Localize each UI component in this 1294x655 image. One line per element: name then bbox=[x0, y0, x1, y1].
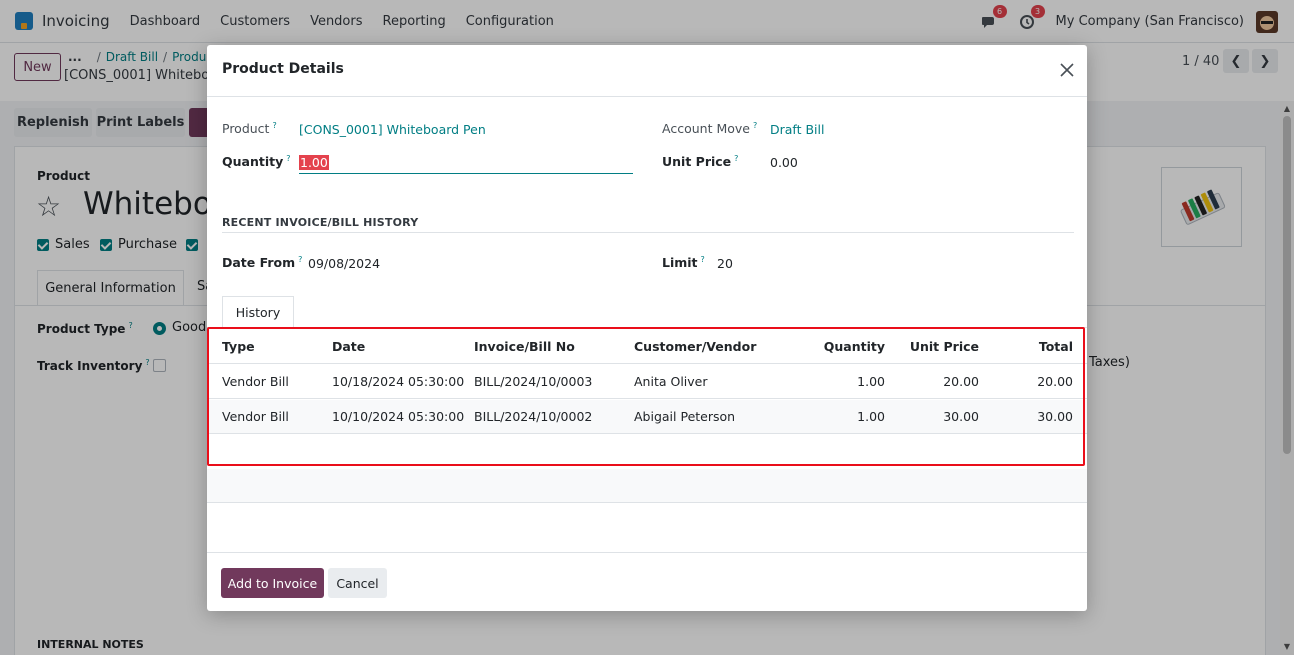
close-icon[interactable] bbox=[1058, 61, 1076, 79]
dialog-title: Product Details bbox=[222, 61, 344, 77]
activities-badge: 3 bbox=[1030, 4, 1045, 18]
star-icon[interactable]: ☆ bbox=[36, 190, 62, 223]
internal-notes-title: INTERNAL NOTES bbox=[37, 638, 144, 651]
cell-number: BILL/2024/10/0003 bbox=[474, 374, 593, 389]
cell-number: BILL/2024/10/0002 bbox=[474, 409, 593, 424]
product-details-dialog: Product Details Product? [CONS_0001] Whi… bbox=[207, 45, 1087, 611]
header-partner[interactable]: Customer/Vendor bbox=[634, 339, 757, 354]
breadcrumb-dots[interactable]: ... bbox=[68, 50, 82, 64]
add-to-invoice-button[interactable]: Add to Invoice bbox=[221, 568, 324, 598]
breadcrumb-separator: / bbox=[163, 50, 168, 64]
cell-quantity: 1.00 bbox=[857, 409, 885, 424]
tab-history[interactable]: History bbox=[222, 296, 294, 328]
purchase-checkbox[interactable] bbox=[100, 239, 112, 251]
menu-dashboard[interactable]: Dashboard bbox=[129, 13, 201, 29]
cell-partner: Anita Oliver bbox=[634, 374, 708, 389]
breadcrumb: ... / Draft Bill / Produc bbox=[68, 50, 213, 64]
product-type-radio[interactable] bbox=[153, 322, 166, 335]
header-quantity[interactable]: Quantity bbox=[823, 339, 885, 354]
top-navbar: Invoicing Dashboard Customers Vendors Re… bbox=[0, 0, 1294, 43]
breadcrumb-current: [CONS_0001] Whiteboard bbox=[64, 68, 231, 83]
account-move-value[interactable]: Draft Bill bbox=[770, 122, 825, 137]
user-avatar[interactable] bbox=[1256, 10, 1278, 33]
cancel-button[interactable]: Cancel bbox=[328, 568, 387, 598]
tab-general-information[interactable]: General Information bbox=[37, 270, 184, 306]
chevron-right-icon[interactable]: ❯ bbox=[1252, 49, 1278, 73]
cell-total: 30.00 bbox=[1037, 409, 1073, 424]
product-type-value: Goods bbox=[172, 320, 214, 335]
dialog-header: Product Details bbox=[207, 45, 1087, 97]
new-button[interactable]: New bbox=[14, 53, 61, 81]
table-row[interactable]: Vendor Bill 10/18/2024 05:30:00 BILL/202… bbox=[207, 365, 1087, 399]
table-empty-row bbox=[207, 469, 1087, 503]
cell-quantity: 1.00 bbox=[857, 374, 885, 389]
date-from-label: Date From? bbox=[222, 255, 303, 271]
scroll-down-icon[interactable]: ▼ bbox=[1283, 642, 1291, 651]
cell-unit-price: 20.00 bbox=[943, 374, 979, 389]
pen-set-icon bbox=[1180, 189, 1225, 225]
history-section-title: RECENT INVOICE/BILL HISTORY bbox=[222, 216, 419, 229]
cell-total: 20.00 bbox=[1037, 374, 1073, 389]
header-date[interactable]: Date bbox=[332, 339, 366, 354]
account-move-label: Account Move? bbox=[662, 121, 758, 137]
product-field-value[interactable]: [CONS_0001] Whiteboard Pen bbox=[299, 122, 486, 137]
date-from-value[interactable]: 09/08/2024 bbox=[308, 256, 381, 271]
scroll-up-icon[interactable]: ▲ bbox=[1283, 104, 1291, 113]
unit-price-label: Unit Price? bbox=[662, 154, 739, 170]
table-header-row: Type Date Invoice/Bill No Customer/Vendo… bbox=[207, 330, 1087, 364]
menu-customers[interactable]: Customers bbox=[220, 13, 291, 29]
messages-badge: 6 bbox=[992, 4, 1007, 18]
sales-label: Sales bbox=[55, 237, 90, 252]
more-actions-button[interactable] bbox=[189, 108, 209, 137]
limit-label: Limit? bbox=[662, 255, 705, 271]
product-name[interactable]: Whiteboa bbox=[83, 186, 231, 222]
header-type[interactable]: Type bbox=[222, 339, 255, 354]
track-inventory-checkbox[interactable] bbox=[153, 359, 166, 372]
header-total[interactable]: Total bbox=[1038, 339, 1073, 354]
product-label: Product bbox=[37, 169, 90, 183]
table-row[interactable]: Vendor Bill 10/10/2024 05:30:00 BILL/202… bbox=[207, 400, 1087, 434]
taxes-text: Taxes) bbox=[1089, 355, 1130, 370]
unit-price-value[interactable]: 0.00 bbox=[770, 155, 798, 170]
track-inventory-label: Track Inventory? bbox=[37, 358, 150, 373]
quantity-input[interactable]: 1.00 bbox=[299, 153, 633, 174]
product-field-label: Product? bbox=[222, 121, 277, 137]
app-logo-icon[interactable] bbox=[15, 12, 33, 30]
company-switcher[interactable]: My Company (San Francisco) bbox=[1055, 14, 1244, 29]
cell-date: 10/18/2024 05:30:00 bbox=[332, 374, 465, 389]
menu-configuration[interactable]: Configuration bbox=[465, 13, 554, 29]
replenish-button[interactable]: Replenish bbox=[14, 108, 92, 137]
cell-type: Vendor Bill bbox=[222, 409, 289, 424]
product-type-label: Product Type? bbox=[37, 321, 133, 336]
breadcrumb-parent[interactable]: Draft Bill bbox=[105, 50, 159, 64]
cell-partner: Abigail Peterson bbox=[634, 409, 736, 424]
cell-unit-price: 30.00 bbox=[943, 409, 979, 424]
app-name[interactable]: Invoicing bbox=[42, 12, 110, 30]
clock-icon[interactable]: 3 bbox=[1018, 4, 1045, 31]
quantity-label: Quantity? bbox=[222, 154, 291, 170]
header-unit-price[interactable]: Unit Price bbox=[909, 339, 979, 354]
header-number[interactable]: Invoice/Bill No bbox=[474, 339, 575, 354]
section-divider bbox=[222, 232, 1074, 233]
purchase-label: Purchase bbox=[118, 237, 178, 252]
breadcrumb-product[interactable]: Produc bbox=[172, 50, 213, 64]
cell-type: Vendor Bill bbox=[222, 374, 289, 389]
scrollbar-thumb[interactable] bbox=[1283, 116, 1291, 454]
menu-reporting[interactable]: Reporting bbox=[382, 13, 446, 29]
breadcrumb-separator: / bbox=[96, 50, 101, 64]
chevron-left-icon[interactable]: ❮ bbox=[1223, 49, 1249, 73]
menu-vendors[interactable]: Vendors bbox=[310, 13, 363, 29]
cell-date: 10/10/2024 05:30:00 bbox=[332, 409, 465, 424]
sales-checkbox[interactable] bbox=[37, 239, 49, 251]
chat-icon[interactable]: 6 bbox=[980, 4, 1007, 31]
product-image[interactable] bbox=[1161, 167, 1242, 247]
other-checkbox[interactable] bbox=[186, 239, 198, 251]
limit-value[interactable]: 20 bbox=[717, 256, 733, 271]
dialog-footer: Add to Invoice Cancel bbox=[207, 552, 1087, 611]
print-labels-button[interactable]: Print Labels bbox=[96, 108, 185, 137]
quantity-value[interactable]: 1.00 bbox=[299, 155, 329, 170]
highlight-box bbox=[207, 327, 1085, 466]
pager-value[interactable]: 1 / 40 bbox=[1182, 54, 1220, 69]
